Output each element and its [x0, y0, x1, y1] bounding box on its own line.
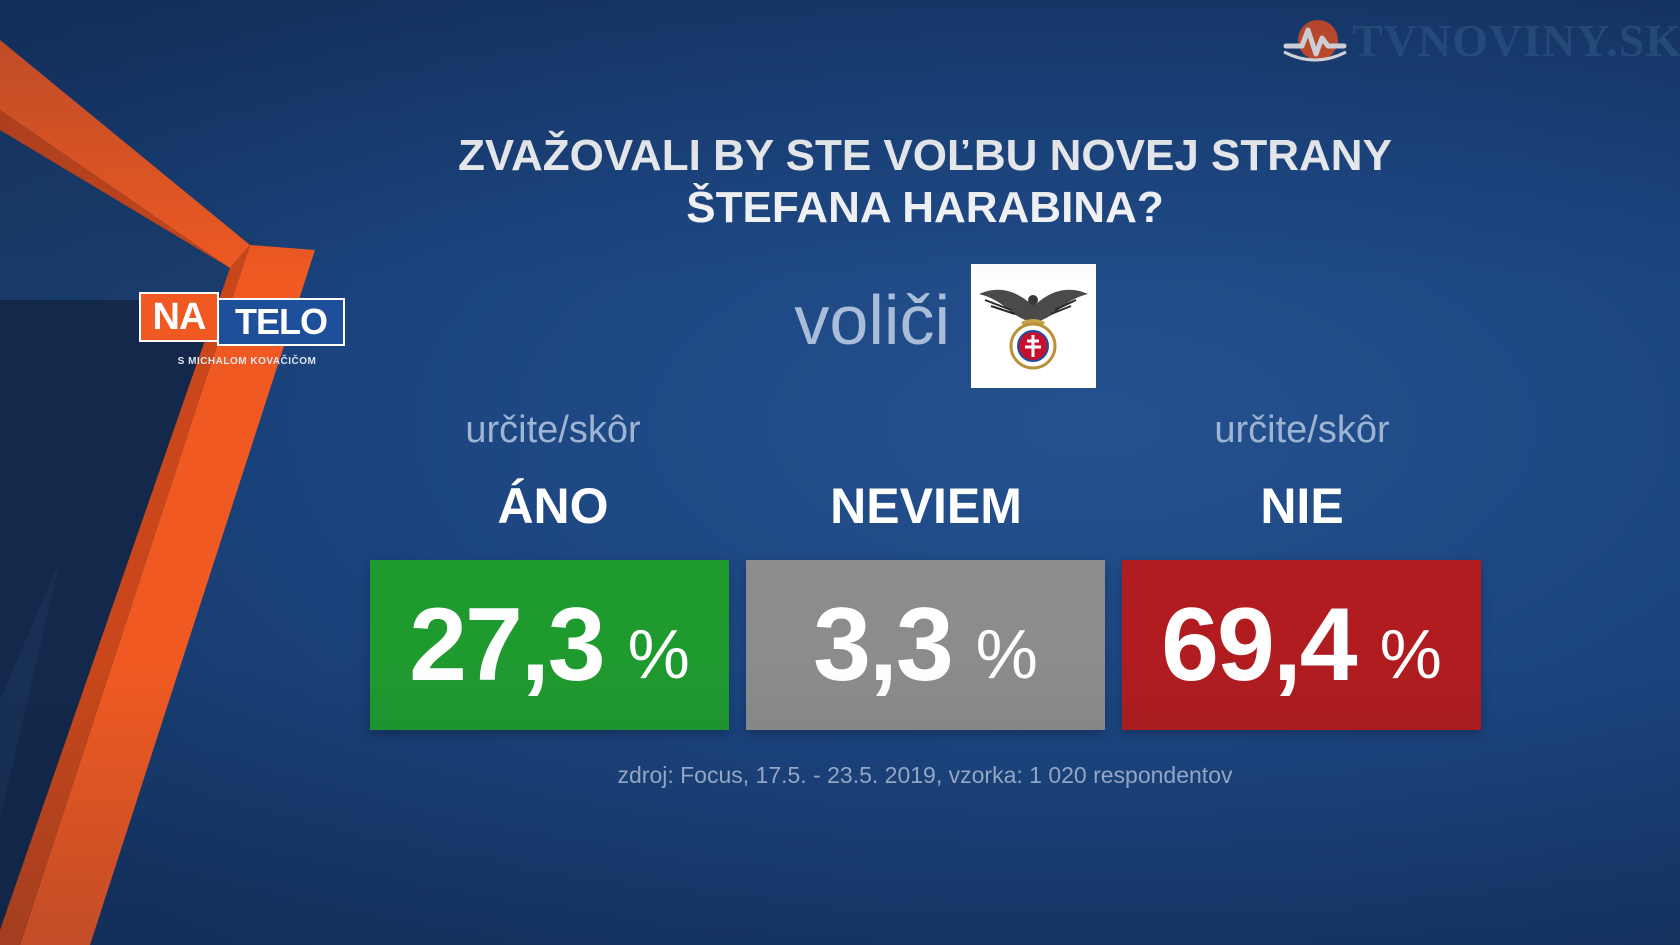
value-label-neviem: 3,3 — [813, 586, 954, 703]
category-label-ano: ÁNO — [497, 478, 609, 534]
value-label-ano: 27,3 — [409, 586, 605, 703]
show-logo-na: NA — [139, 292, 219, 342]
watermark-text: TVNOVINY.SK — [1352, 15, 1680, 66]
unit-label-nie: % — [1379, 615, 1442, 693]
poll-question: ZVAŽOVALI BY STE VOĽBU NOVEJ STRANY ŠTEF… — [400, 130, 1450, 234]
eagle-emblem-icon — [979, 289, 1088, 370]
decorative-frame — [0, 40, 315, 945]
show-logo-subtitle: S MICHALOM KOVAČIČOM — [177, 356, 317, 367]
poll-question-line-2: ŠTEFANA HARABINA? — [686, 183, 1164, 232]
party-logo — [971, 264, 1096, 388]
unit-label-neviem: % — [975, 615, 1038, 693]
show-logo-telo: TELO — [217, 298, 345, 346]
value-label-nie: 69,4 — [1161, 586, 1357, 703]
bar-nie: 69,4 % — [1122, 560, 1481, 730]
category-label-neviem: NEVIEM — [830, 478, 1022, 534]
tvnoviny-logo-icon — [1283, 20, 1347, 62]
show-logo: NA TELO S MICHALOM KOVAČIČOM — [139, 292, 349, 372]
bar-ano: 27,3 % — [370, 560, 729, 730]
source-note: zdroj: Focus, 17.5. - 23.5. 2019, vzorka… — [617, 762, 1233, 788]
poll-question-line-1: ZVAŽOVALI BY STE VOĽBU NOVEJ STRANY — [458, 131, 1392, 180]
subgroup-label: voliči — [794, 281, 950, 359]
qualifier-ano: určite/skôr — [465, 409, 641, 451]
qualifier-nie: určite/skôr — [1214, 409, 1390, 451]
unit-label-ano: % — [627, 615, 690, 693]
bar-neviem: 3,3 % — [746, 560, 1105, 730]
category-label-nie: NIE — [1260, 478, 1344, 534]
channel-watermark: TVNOVINY.SK — [1282, 10, 1680, 70]
